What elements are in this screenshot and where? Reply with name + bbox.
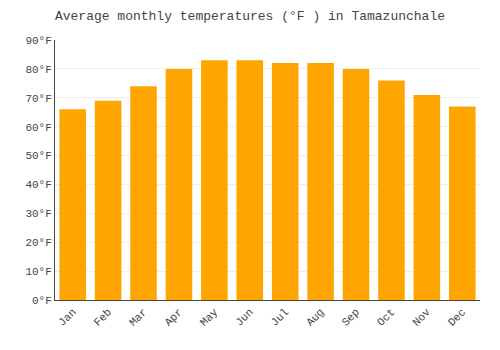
svg-text:50°F: 50°F [25,150,51,162]
svg-text:Mar: Mar [127,306,149,328]
svg-text:10°F: 10°F [25,266,51,278]
svg-text:Jun: Jun [233,306,255,328]
svg-text:Nov: Nov [410,306,433,329]
svg-text:Dec: Dec [446,306,468,328]
svg-text:60°F: 60°F [25,122,51,134]
svg-text:May: May [198,306,221,329]
svg-text:30°F: 30°F [25,208,51,220]
svg-text:90°F: 90°F [25,35,51,47]
svg-text:Sep: Sep [340,306,362,328]
svg-text:Jan: Jan [56,306,78,328]
svg-text:40°F: 40°F [25,179,51,191]
svg-text:Feb: Feb [92,306,114,328]
svg-text:20°F: 20°F [25,237,51,249]
svg-text:70°F: 70°F [25,93,51,105]
svg-text:Jul: Jul [269,306,291,328]
svg-text:0°F: 0°F [32,295,52,307]
svg-text:Apr: Apr [162,306,184,328]
svg-text:Oct: Oct [375,306,397,328]
svg-text:Average monthly temperatures (: Average monthly temperatures (°F ) in Ta… [55,9,445,24]
svg-text:80°F: 80°F [25,64,51,76]
svg-text:Aug: Aug [304,306,326,328]
